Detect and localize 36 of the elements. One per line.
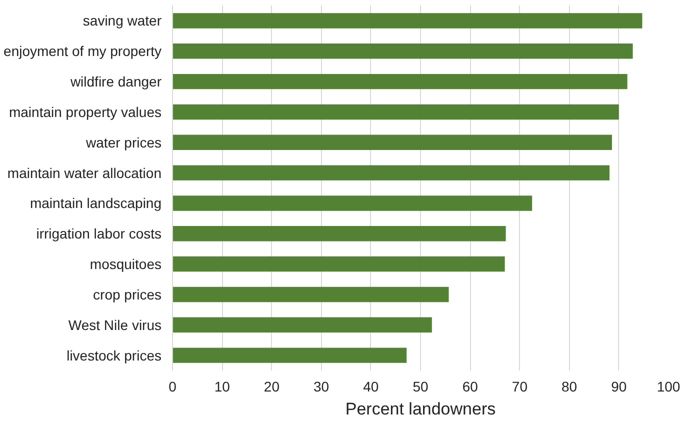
bar xyxy=(172,13,642,28)
y-tick-label: wildfire danger xyxy=(69,74,162,90)
x-tick-label: 0 xyxy=(168,378,177,394)
y-tick-label: saving water xyxy=(82,12,162,29)
y-tick-label: maintain property values xyxy=(8,104,162,120)
bar xyxy=(172,104,619,120)
y-tick-label: maintain water allocation xyxy=(7,164,162,181)
y-tick-label: maintain landscaping xyxy=(30,195,162,212)
bar xyxy=(172,134,612,150)
bar xyxy=(172,196,532,211)
y-tick-label: enjoyment of my property xyxy=(4,43,162,60)
bar xyxy=(172,44,633,59)
x-tick-label: 30 xyxy=(314,378,330,394)
y-tick-label: mosquitoes xyxy=(90,256,162,272)
y-tick-label: irrigation labor costs xyxy=(36,226,162,242)
x-axis-title: Percent landowners xyxy=(345,400,496,418)
x-tick-label: 100 xyxy=(656,378,680,394)
x-tick-label: 80 xyxy=(562,378,578,394)
x-tick-label: 60 xyxy=(462,378,478,394)
y-tick-label: water prices xyxy=(85,134,162,150)
y-tick-label: livestock prices xyxy=(66,347,162,364)
x-tick-label: 40 xyxy=(363,378,379,394)
bar xyxy=(172,256,505,272)
y-tick-label: crop prices xyxy=(93,286,162,302)
x-tick-label: 90 xyxy=(611,378,627,394)
bar xyxy=(172,348,407,363)
x-tick-label: 10 xyxy=(214,378,230,394)
bar xyxy=(172,317,432,332)
bar xyxy=(172,286,449,302)
bar xyxy=(172,74,628,90)
y-tick-label: West Nile virus xyxy=(68,316,162,333)
bar xyxy=(172,226,506,242)
x-tick-label: 50 xyxy=(412,378,428,394)
bar xyxy=(172,165,610,180)
x-tick-label: 20 xyxy=(264,378,280,394)
x-tick-label: 70 xyxy=(512,378,528,394)
